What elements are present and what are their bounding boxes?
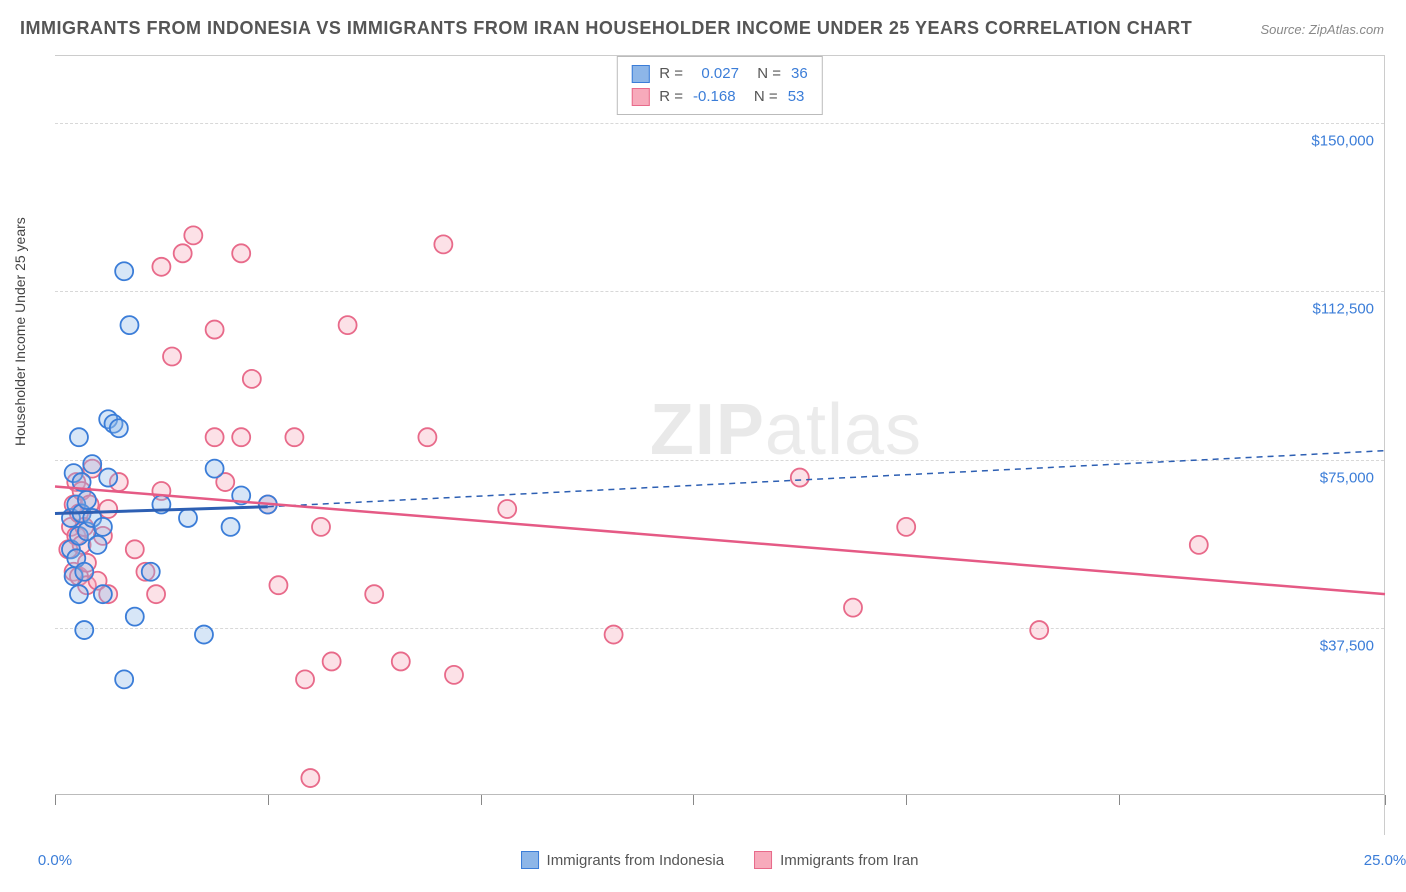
data-point [206, 321, 224, 339]
data-point [115, 670, 133, 688]
stats-row-indonesia: R = 0.027 N = 36 [631, 63, 807, 86]
plot-area: ZIPatlas R = 0.027 N = 36 R = -0.168 N =… [55, 55, 1385, 835]
data-point [147, 585, 165, 603]
x-tick [268, 795, 269, 805]
n-value-indonesia: 36 [791, 63, 808, 86]
data-point [195, 626, 213, 644]
trend-line [55, 487, 1385, 595]
data-point [75, 621, 93, 639]
data-point [142, 563, 160, 581]
x-tick-label: 25.0% [1364, 852, 1406, 869]
data-point [1030, 621, 1048, 639]
x-tick [693, 795, 694, 805]
data-point [110, 419, 128, 437]
legend-swatch-iran [754, 851, 772, 869]
data-point [301, 769, 319, 787]
legend: Immigrants from Indonesia Immigrants fro… [521, 851, 919, 869]
data-point [179, 509, 197, 527]
source-attribution: Source: ZipAtlas.com [1260, 22, 1384, 37]
legend-item-iran: Immigrants from Iran [754, 851, 918, 869]
r-value-indonesia: 0.027 [701, 63, 739, 86]
legend-item-indonesia: Immigrants from Indonesia [521, 851, 725, 869]
data-point [99, 500, 117, 518]
data-point [232, 428, 250, 446]
correlation-stats-box: R = 0.027 N = 36 R = -0.168 N = 53 [616, 56, 822, 115]
data-point [83, 455, 101, 473]
x-tick [1385, 795, 1386, 805]
data-point [115, 262, 133, 280]
data-point [285, 428, 303, 446]
data-point [269, 576, 287, 594]
trend-line [268, 451, 1385, 507]
data-point [126, 540, 144, 558]
data-point [75, 563, 93, 581]
legend-swatch-indonesia [521, 851, 539, 869]
data-point [392, 652, 410, 670]
data-point [243, 370, 261, 388]
data-point [897, 518, 915, 536]
x-tick-label: 0.0% [38, 852, 72, 869]
data-point [89, 536, 107, 554]
data-point [222, 518, 240, 536]
data-point [206, 428, 224, 446]
data-point [605, 626, 623, 644]
data-point [94, 518, 112, 536]
data-point [70, 585, 88, 603]
x-tick [1119, 795, 1120, 805]
data-point [312, 518, 330, 536]
y-axis-label: Householder Income Under 25 years [12, 217, 28, 446]
data-point [323, 652, 341, 670]
data-point [791, 469, 809, 487]
data-point [339, 316, 357, 334]
y-tick-label: $150,000 [1311, 133, 1374, 150]
legend-label-indonesia: Immigrants from Indonesia [547, 852, 725, 869]
y-tick-label: $75,000 [1320, 469, 1374, 486]
legend-label-iran: Immigrants from Iran [780, 852, 918, 869]
data-point [152, 258, 170, 276]
data-point [174, 244, 192, 262]
swatch-indonesia [631, 65, 649, 83]
data-point [163, 347, 181, 365]
data-point [418, 428, 436, 446]
x-axis-line [55, 794, 1384, 795]
data-point [296, 670, 314, 688]
n-value-iran: 53 [788, 86, 805, 109]
chart-title: IMMIGRANTS FROM INDONESIA VS IMMIGRANTS … [20, 18, 1192, 39]
data-point [126, 608, 144, 626]
stats-row-iran: R = -0.168 N = 53 [631, 86, 807, 109]
r-value-iran: -0.168 [693, 86, 736, 109]
y-tick-label: $37,500 [1320, 637, 1374, 654]
data-point [365, 585, 383, 603]
x-tick [481, 795, 482, 805]
data-point [70, 428, 88, 446]
data-point [445, 666, 463, 684]
scatter-svg [55, 56, 1384, 835]
x-tick [55, 795, 56, 805]
y-tick-label: $112,500 [1313, 301, 1374, 318]
data-point [120, 316, 138, 334]
data-point [78, 491, 96, 509]
data-point [94, 585, 112, 603]
data-point [1190, 536, 1208, 554]
data-point [844, 599, 862, 617]
data-point [206, 460, 224, 478]
data-point [434, 235, 452, 253]
data-point [232, 244, 250, 262]
swatch-iran [631, 88, 649, 106]
data-point [184, 226, 202, 244]
x-tick [906, 795, 907, 805]
data-point [498, 500, 516, 518]
data-point [99, 469, 117, 487]
